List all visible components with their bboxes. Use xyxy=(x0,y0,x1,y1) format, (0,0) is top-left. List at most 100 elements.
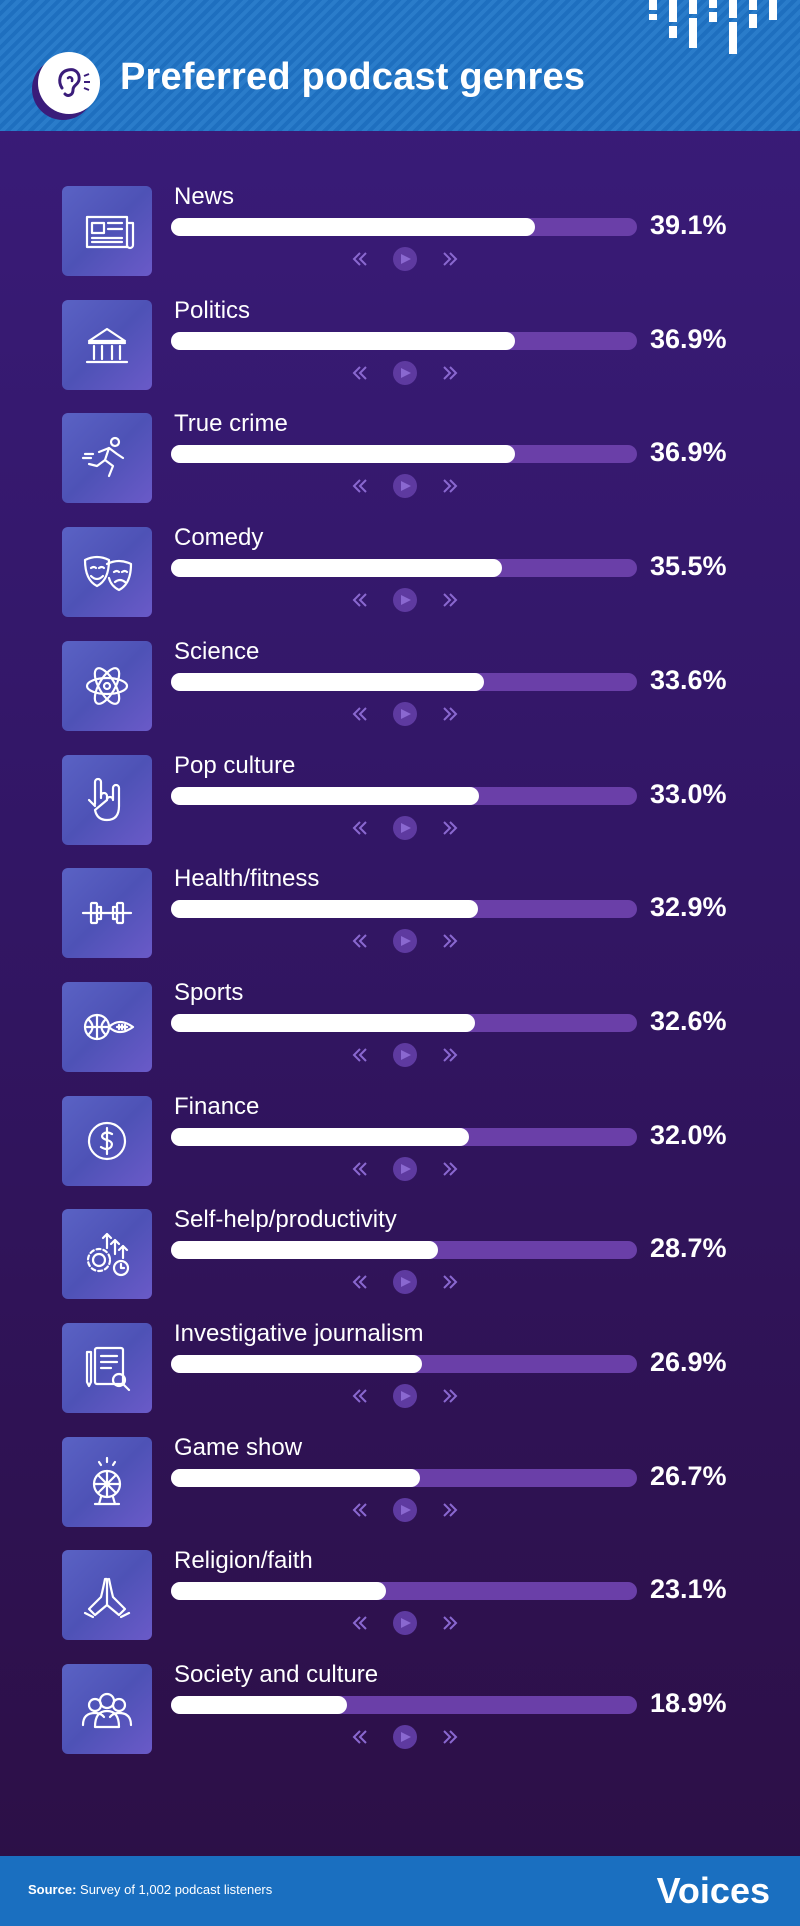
bar xyxy=(171,1014,475,1032)
data-label: 18.9% xyxy=(650,1688,727,1718)
bar-track xyxy=(171,1696,637,1714)
playback-controls-icon xyxy=(352,1498,458,1522)
category-label: Religion/faith xyxy=(174,1547,313,1574)
bar-track xyxy=(171,1582,637,1600)
playback-controls-icon xyxy=(352,474,458,498)
barbell-icon xyxy=(81,901,133,925)
genre-icon-tile xyxy=(62,1323,152,1413)
bar-row: Pop culture 33.0% xyxy=(0,752,800,847)
dollar-coin-icon xyxy=(87,1121,127,1161)
bar-row: Self-help/productivity 28.7% xyxy=(0,1206,800,1301)
bar xyxy=(171,1469,420,1487)
data-label: 36.9% xyxy=(650,437,727,467)
category-label: Society and culture xyxy=(174,1661,379,1688)
notebook-search-icon xyxy=(85,1346,131,1392)
category-label: Game show xyxy=(174,1434,303,1461)
data-label: 33.0% xyxy=(650,779,727,809)
data-label: 26.7% xyxy=(650,1461,727,1491)
category-label: Self-help/productivity xyxy=(174,1206,397,1233)
genre-icon-tile xyxy=(62,1437,152,1527)
bar-track xyxy=(171,1241,637,1259)
bar-row: Investigative journalism 26.9% xyxy=(0,1320,800,1415)
source-text: Survey of 1,002 podcast listeners xyxy=(80,1882,273,1897)
playback-controls-icon xyxy=(352,1611,458,1635)
bar xyxy=(171,559,502,577)
atom-icon xyxy=(85,667,129,705)
ear-badge xyxy=(38,52,100,114)
group-people-icon xyxy=(81,1692,133,1729)
data-label: 32.9% xyxy=(650,892,727,922)
category-label: Finance xyxy=(174,1093,260,1120)
balls-icon xyxy=(83,1013,135,1041)
bar xyxy=(171,1128,469,1146)
sound-bars-icon xyxy=(649,0,777,54)
genre-icon-tile xyxy=(62,413,152,503)
praying-hands-icon xyxy=(83,1577,131,1619)
playback-controls-icon xyxy=(352,702,458,726)
playback-controls-icon xyxy=(352,1270,458,1294)
bar-track xyxy=(171,559,637,577)
genre-icon-tile xyxy=(62,186,152,276)
category-label: Politics xyxy=(174,297,251,324)
data-label: 26.9% xyxy=(650,1347,727,1377)
category-label: Health/fitness xyxy=(174,865,320,892)
bar xyxy=(171,673,484,691)
bar-track xyxy=(171,787,637,805)
bar-row: Religion/faith 23.1% xyxy=(0,1547,800,1642)
ear-icon xyxy=(58,68,90,97)
bar-row: True crime 36.9% xyxy=(0,410,800,505)
genre-icon-tile xyxy=(62,755,152,845)
genre-icon-tile xyxy=(62,300,152,390)
genre-icon-tile xyxy=(62,1550,152,1640)
bar-row: Health/fitness 32.9% xyxy=(0,865,800,960)
data-label: 35.5% xyxy=(650,551,727,581)
playback-controls-icon xyxy=(352,1157,458,1181)
bar xyxy=(171,332,515,350)
bar-track xyxy=(171,1469,637,1487)
footer: Source: Survey of 1,002 podcast listener… xyxy=(0,1856,800,1926)
bar-row: News 39.1% xyxy=(0,183,800,278)
bar xyxy=(171,787,479,805)
playback-controls-icon xyxy=(352,588,458,612)
source-note: Source: Survey of 1,002 podcast listener… xyxy=(28,1882,272,1897)
header-banner: Preferred podcast genres xyxy=(0,0,800,131)
running-figure-icon xyxy=(81,436,125,478)
category-label: Investigative journalism xyxy=(174,1320,424,1347)
bar-track xyxy=(171,1355,637,1373)
playback-controls-icon xyxy=(352,361,458,385)
category-label: True crime xyxy=(174,410,288,437)
data-label: 36.9% xyxy=(650,324,727,354)
bar-row: Society and culture 18.9% xyxy=(0,1661,800,1756)
bar xyxy=(171,218,535,236)
playback-controls-icon xyxy=(352,247,458,271)
data-label: 23.1% xyxy=(650,1574,727,1604)
playback-controls-icon xyxy=(352,929,458,953)
category-label: Comedy xyxy=(174,524,264,551)
data-label: 33.6% xyxy=(650,665,727,695)
bar xyxy=(171,445,515,463)
bar xyxy=(171,1582,386,1600)
genre-icon-tile xyxy=(62,1096,152,1186)
bar xyxy=(171,1241,438,1259)
data-label: 39.1% xyxy=(650,210,727,240)
page-title: Preferred podcast genres xyxy=(120,56,586,98)
playback-controls-icon xyxy=(352,816,458,840)
genre-icon-tile xyxy=(62,1664,152,1754)
source-label: Source: xyxy=(28,1882,77,1897)
bar-track xyxy=(171,1128,637,1146)
playback-controls-icon xyxy=(352,1725,458,1749)
bar-row: Finance 32.0% xyxy=(0,1093,800,1188)
category-label: Science xyxy=(174,638,260,665)
bar xyxy=(171,900,478,918)
category-label: Pop culture xyxy=(174,752,296,779)
genre-icon-tile xyxy=(62,982,152,1072)
playback-controls-icon xyxy=(352,1043,458,1067)
data-label: 28.7% xyxy=(650,1233,727,1263)
bar-row: Politics 36.9% xyxy=(0,297,800,392)
rock-hand-icon xyxy=(87,777,121,822)
bar-track xyxy=(171,445,637,463)
bar-row: Game show 26.7% xyxy=(0,1434,800,1529)
genre-icon-tile xyxy=(62,1209,152,1299)
genre-icon-tile xyxy=(62,641,152,731)
